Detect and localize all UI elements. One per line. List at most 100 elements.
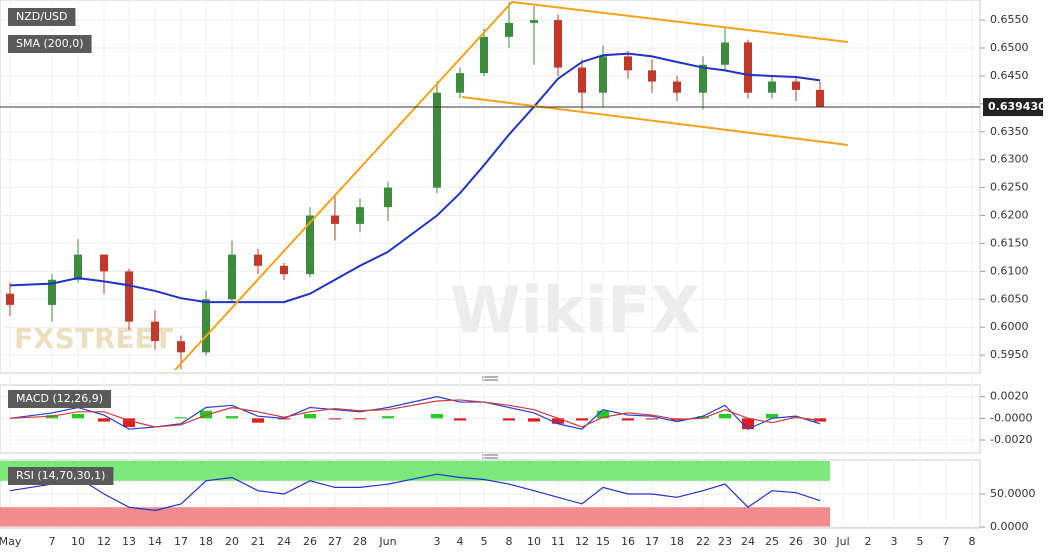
x-tick-label: 26 (789, 535, 803, 548)
rsi-band (0, 507, 830, 528)
legend-box (8, 467, 114, 485)
candle-body (599, 56, 607, 93)
y-tick-label: 0.0020 (990, 390, 1029, 403)
series-line (9, 52, 821, 304)
candle-body (306, 215, 314, 275)
y-tick-label: 0.6050 (990, 292, 1029, 305)
x-tick-label: 8 (506, 535, 513, 548)
x-tick-label: 15 (596, 535, 610, 548)
macd-panel (0, 384, 981, 454)
x-tick-label: 21 (251, 535, 265, 548)
histogram-bar (528, 418, 540, 422)
candle-body (673, 81, 681, 93)
histogram-bar (175, 417, 187, 419)
histogram-bar (742, 418, 754, 430)
y-tick-label: 0.6150 (990, 236, 1029, 249)
candle-body (254, 254, 262, 266)
y-tick-label: 0.6000 (990, 320, 1029, 333)
y-tick-label: 0.6350 (990, 125, 1029, 138)
y-tick-label: -0.0020 (990, 433, 1032, 446)
histogram-bar (454, 418, 466, 421)
x-tick-label: 18 (199, 535, 213, 548)
candle-body (202, 299, 210, 353)
histogram-bar (622, 418, 634, 421)
candle-body (721, 42, 729, 65)
candle-body (792, 81, 800, 90)
candle-body (480, 36, 488, 74)
trend-line (174, 1, 513, 371)
candle-body (554, 20, 562, 68)
y-tick-label: -0.0000 (990, 411, 1032, 424)
x-tick-label: 22 (696, 535, 710, 548)
candle-body (744, 42, 752, 93)
x-tick-label: 18 (670, 535, 684, 548)
x-tick-label: 3 (434, 535, 441, 548)
histogram-bar (98, 418, 110, 422)
y-tick-label: 0.6300 (990, 153, 1029, 166)
candle-body (768, 81, 776, 93)
x-tick-label: 7 (49, 535, 56, 548)
candle-body (530, 20, 538, 23)
x-tick-label: 7 (943, 535, 950, 548)
y-tick-label: 0.6200 (990, 209, 1029, 222)
y-tick-label: 0.6250 (990, 181, 1029, 194)
x-tick-label: Jul (835, 535, 849, 548)
splitter[interactable] (482, 376, 498, 381)
legend-label: RSI (14,70,30,1) (8, 467, 114, 485)
candle-body (456, 73, 464, 93)
histogram-bar (123, 418, 135, 427)
legend-box (8, 35, 92, 53)
candle-body (100, 254, 108, 272)
histogram-bar (304, 414, 316, 419)
histogram-bar (597, 410, 609, 419)
legend-text: MACD (12,26,9) (16, 392, 103, 405)
series-line (9, 473, 821, 512)
x-tick-label: 11 (551, 535, 565, 548)
x-tick-label: 26 (303, 535, 317, 548)
x-tick-label: 13 (122, 535, 136, 548)
x-tick-label: 20 (225, 535, 239, 548)
histogram-bar (72, 414, 84, 419)
series-line (9, 399, 821, 428)
x-tick-label: 30 (813, 535, 827, 548)
last-price-label: 0.639430 (988, 100, 1046, 113)
watermark: WikiFX (450, 275, 700, 349)
candle-body (505, 22, 513, 37)
legend-text: NZD/USD (16, 10, 67, 23)
histogram-bar (697, 416, 709, 419)
trend-line (461, 96, 849, 146)
x-tick-label: 27 (328, 535, 342, 548)
candle-body (433, 92, 441, 188)
x-tick-label: 16 (621, 535, 635, 548)
candle-body (151, 321, 159, 342)
x-tick-label: 23 (718, 535, 732, 548)
x-tick-label: 10 (71, 535, 85, 548)
x-tick-label: 12 (575, 535, 589, 548)
y-tick-label: 0.6500 (990, 41, 1029, 54)
candle-body (6, 293, 14, 305)
histogram-bar (354, 418, 366, 420)
legend-label: SMA (200,0) (8, 35, 92, 53)
trend-line (511, 1, 849, 43)
x-tick-label: 8 (969, 535, 976, 548)
x-tick-label: 5 (917, 535, 924, 548)
x-tick-label: 4 (457, 535, 464, 548)
histogram-bar (646, 418, 658, 420)
x-tick-label: 2 (865, 535, 872, 548)
candle-body (177, 341, 185, 353)
splitter[interactable] (482, 454, 498, 459)
x-tick-label: 24 (741, 535, 755, 548)
x-tick-label: 10 (527, 535, 541, 548)
candle-body (280, 265, 288, 275)
candle-body (816, 89, 824, 108)
candle-body (384, 187, 392, 208)
histogram-bar (252, 418, 264, 423)
x-tick-label: 12 (97, 535, 111, 548)
x-tick-label: 25 (765, 535, 779, 548)
legend-text: SMA (200,0) (16, 37, 84, 50)
histogram-bar (766, 414, 778, 419)
rsi-band (0, 460, 830, 481)
candle-body (578, 67, 586, 93)
histogram-bar (329, 418, 341, 420)
